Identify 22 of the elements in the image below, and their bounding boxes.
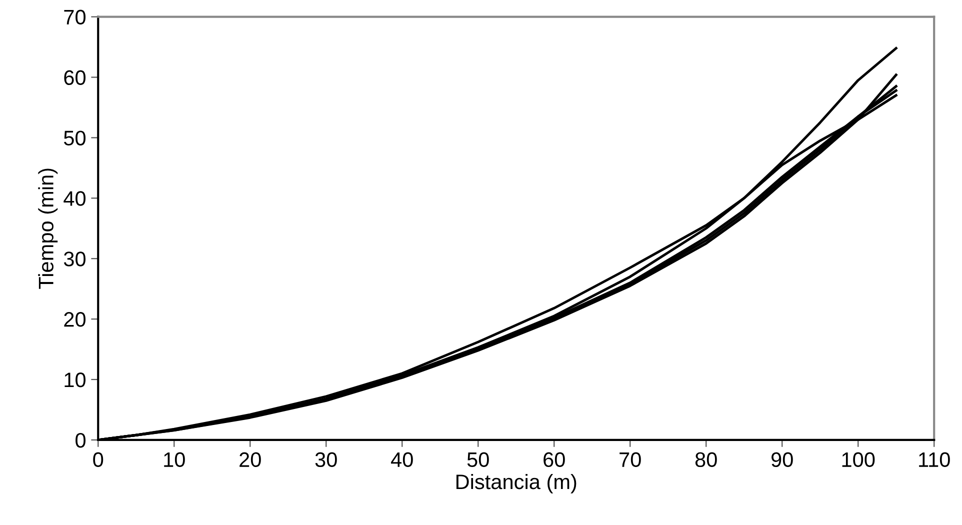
y-tick-label: 70 xyxy=(64,10,86,25)
x-tick-label: 0 xyxy=(93,452,104,468)
x-tick-label: 10 xyxy=(164,452,185,468)
x-tick-label: 110 xyxy=(919,452,950,468)
x-tick-label: 40 xyxy=(391,452,413,468)
x-tick-label: 30 xyxy=(315,452,337,468)
x-tick-label: 20 xyxy=(240,452,261,468)
x-tick-label: 70 xyxy=(620,452,641,468)
x-tick-label: 80 xyxy=(695,452,717,468)
y-tick-label: 0 xyxy=(76,432,86,448)
x-tick-label: 90 xyxy=(771,452,793,468)
y-tick-label: 40 xyxy=(64,191,86,206)
y-tick-label: 50 xyxy=(64,130,86,146)
x-tick-label: 50 xyxy=(467,452,489,468)
y-tick-label: 30 xyxy=(64,252,86,266)
x-tick-label: 100 xyxy=(842,452,875,468)
y-tick-label: 60 xyxy=(64,70,86,86)
x-axis-title: Distancia (m) xyxy=(456,474,576,494)
y-axis-title: Tiempo (min) xyxy=(38,168,58,289)
y-tick-label: 10 xyxy=(64,372,86,388)
x-tick-label: 60 xyxy=(544,452,565,468)
y-tick-label: 20 xyxy=(64,312,86,327)
